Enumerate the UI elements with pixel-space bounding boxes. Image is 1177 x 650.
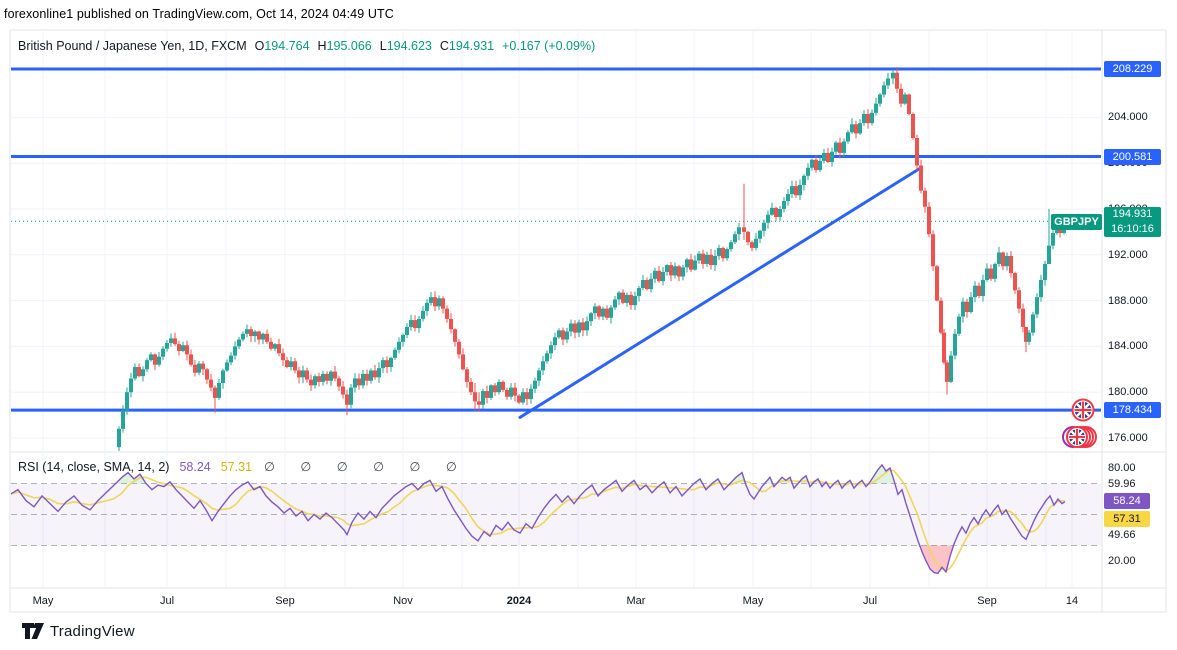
rsi-ma-axis-badge: 57.31: [1104, 511, 1150, 527]
rsi-value: 58.24: [179, 460, 211, 474]
rsi-axis-label: 80.00: [1108, 462, 1136, 474]
tradingview-logo-text: TradingView: [50, 622, 135, 640]
candlestick-series: [117, 67, 1066, 451]
price-axis-label: 176.000: [1108, 432, 1148, 444]
time-axis-label: May: [32, 595, 54, 607]
level-badge-200: 200.581: [1104, 148, 1161, 165]
ohlc-value: 195.066: [326, 39, 372, 53]
attribution-text: forexonline1 published on TradingView.co…: [4, 7, 394, 21]
level-badge-208: 208.229: [1104, 60, 1161, 77]
time-axis-label: Nov: [393, 595, 413, 607]
rsi-ma-value: 57.31: [220, 460, 253, 474]
ohlc-key: C: [439, 39, 449, 53]
ohlc-key: H: [317, 39, 327, 53]
ohlc-key: O: [254, 39, 265, 53]
ohlc-key: L: [379, 39, 387, 53]
price-axis-label: 192.000: [1108, 248, 1148, 261]
uk-flag-icon[interactable]: [1066, 426, 1088, 448]
time-axis-label: Jul: [159, 595, 175, 607]
uk-flag-icon[interactable]: [1071, 398, 1095, 422]
time-axis-label: Sep: [977, 595, 997, 607]
tradingview-logo[interactable]: TradingView: [22, 621, 135, 641]
rsi-axis-label: 59.96: [1108, 478, 1136, 490]
tradingview-logo-icon: [22, 623, 44, 639]
ohlc-value: 194.764: [264, 39, 310, 53]
rsi-legend-title[interactable]: RSI (14, close, SMA, 14, 2): [18, 460, 170, 474]
time-axis-label: Mar: [626, 595, 646, 607]
rsi-axis-label: 20.00: [1108, 555, 1136, 567]
last-price-badge: 194.931 16:10:16: [1104, 207, 1161, 237]
symbol-title[interactable]: British Pound / Japanese Yen, 1D, FXCM: [18, 39, 247, 53]
level-badge-178: 178.434: [1104, 402, 1161, 419]
rsi-axis-label: 49.66: [1108, 529, 1136, 541]
time-axis-label: May: [742, 595, 764, 607]
rsi-empty-values: ∅ ∅ ∅ ∅ ∅ ∅: [264, 460, 468, 474]
bar-countdown: 16:10:16: [1111, 223, 1154, 235]
ohlc-values: O194.764 H195.066 L194.623 C194.931: [247, 39, 495, 53]
rsi-legend: RSI (14, close, SMA, 14, 2) 58.24 57.31 ∅ ∅…: [18, 459, 468, 474]
rsi-line: [11, 463, 1066, 575]
price-axis-label: 204.000: [1108, 111, 1148, 124]
rsi-pane-series: [11, 463, 1066, 575]
price-axis-label: 184.000: [1108, 340, 1148, 353]
time-axis-label: 14: [1065, 595, 1079, 607]
rsi-ma-line: [11, 469, 1066, 572]
last-price-value: 194.931: [1112, 208, 1153, 220]
price-axis-label: 180.000: [1108, 386, 1148, 399]
change-value: +0.167 (+0.09%): [502, 39, 596, 53]
chart-legend: British Pound / Japanese Yen, 1D, FXCM O1…: [18, 39, 595, 53]
ohlc-value: 194.931: [448, 39, 495, 53]
price-axis-label: 188.000: [1108, 294, 1148, 307]
uk-flag-stack-icon[interactable]: [1062, 426, 1097, 448]
symbol-axis-badge: GBPJPY: [1051, 214, 1102, 230]
time-axis-label: Sep: [275, 595, 295, 607]
ohlc-value: 194.623: [386, 39, 432, 53]
time-axis-label: Jul: [862, 595, 878, 607]
trendline[interactable]: [518, 166, 922, 419]
time-axis-label: 2024: [506, 595, 532, 607]
rsi-axis-badge: 58.24: [1104, 493, 1150, 509]
